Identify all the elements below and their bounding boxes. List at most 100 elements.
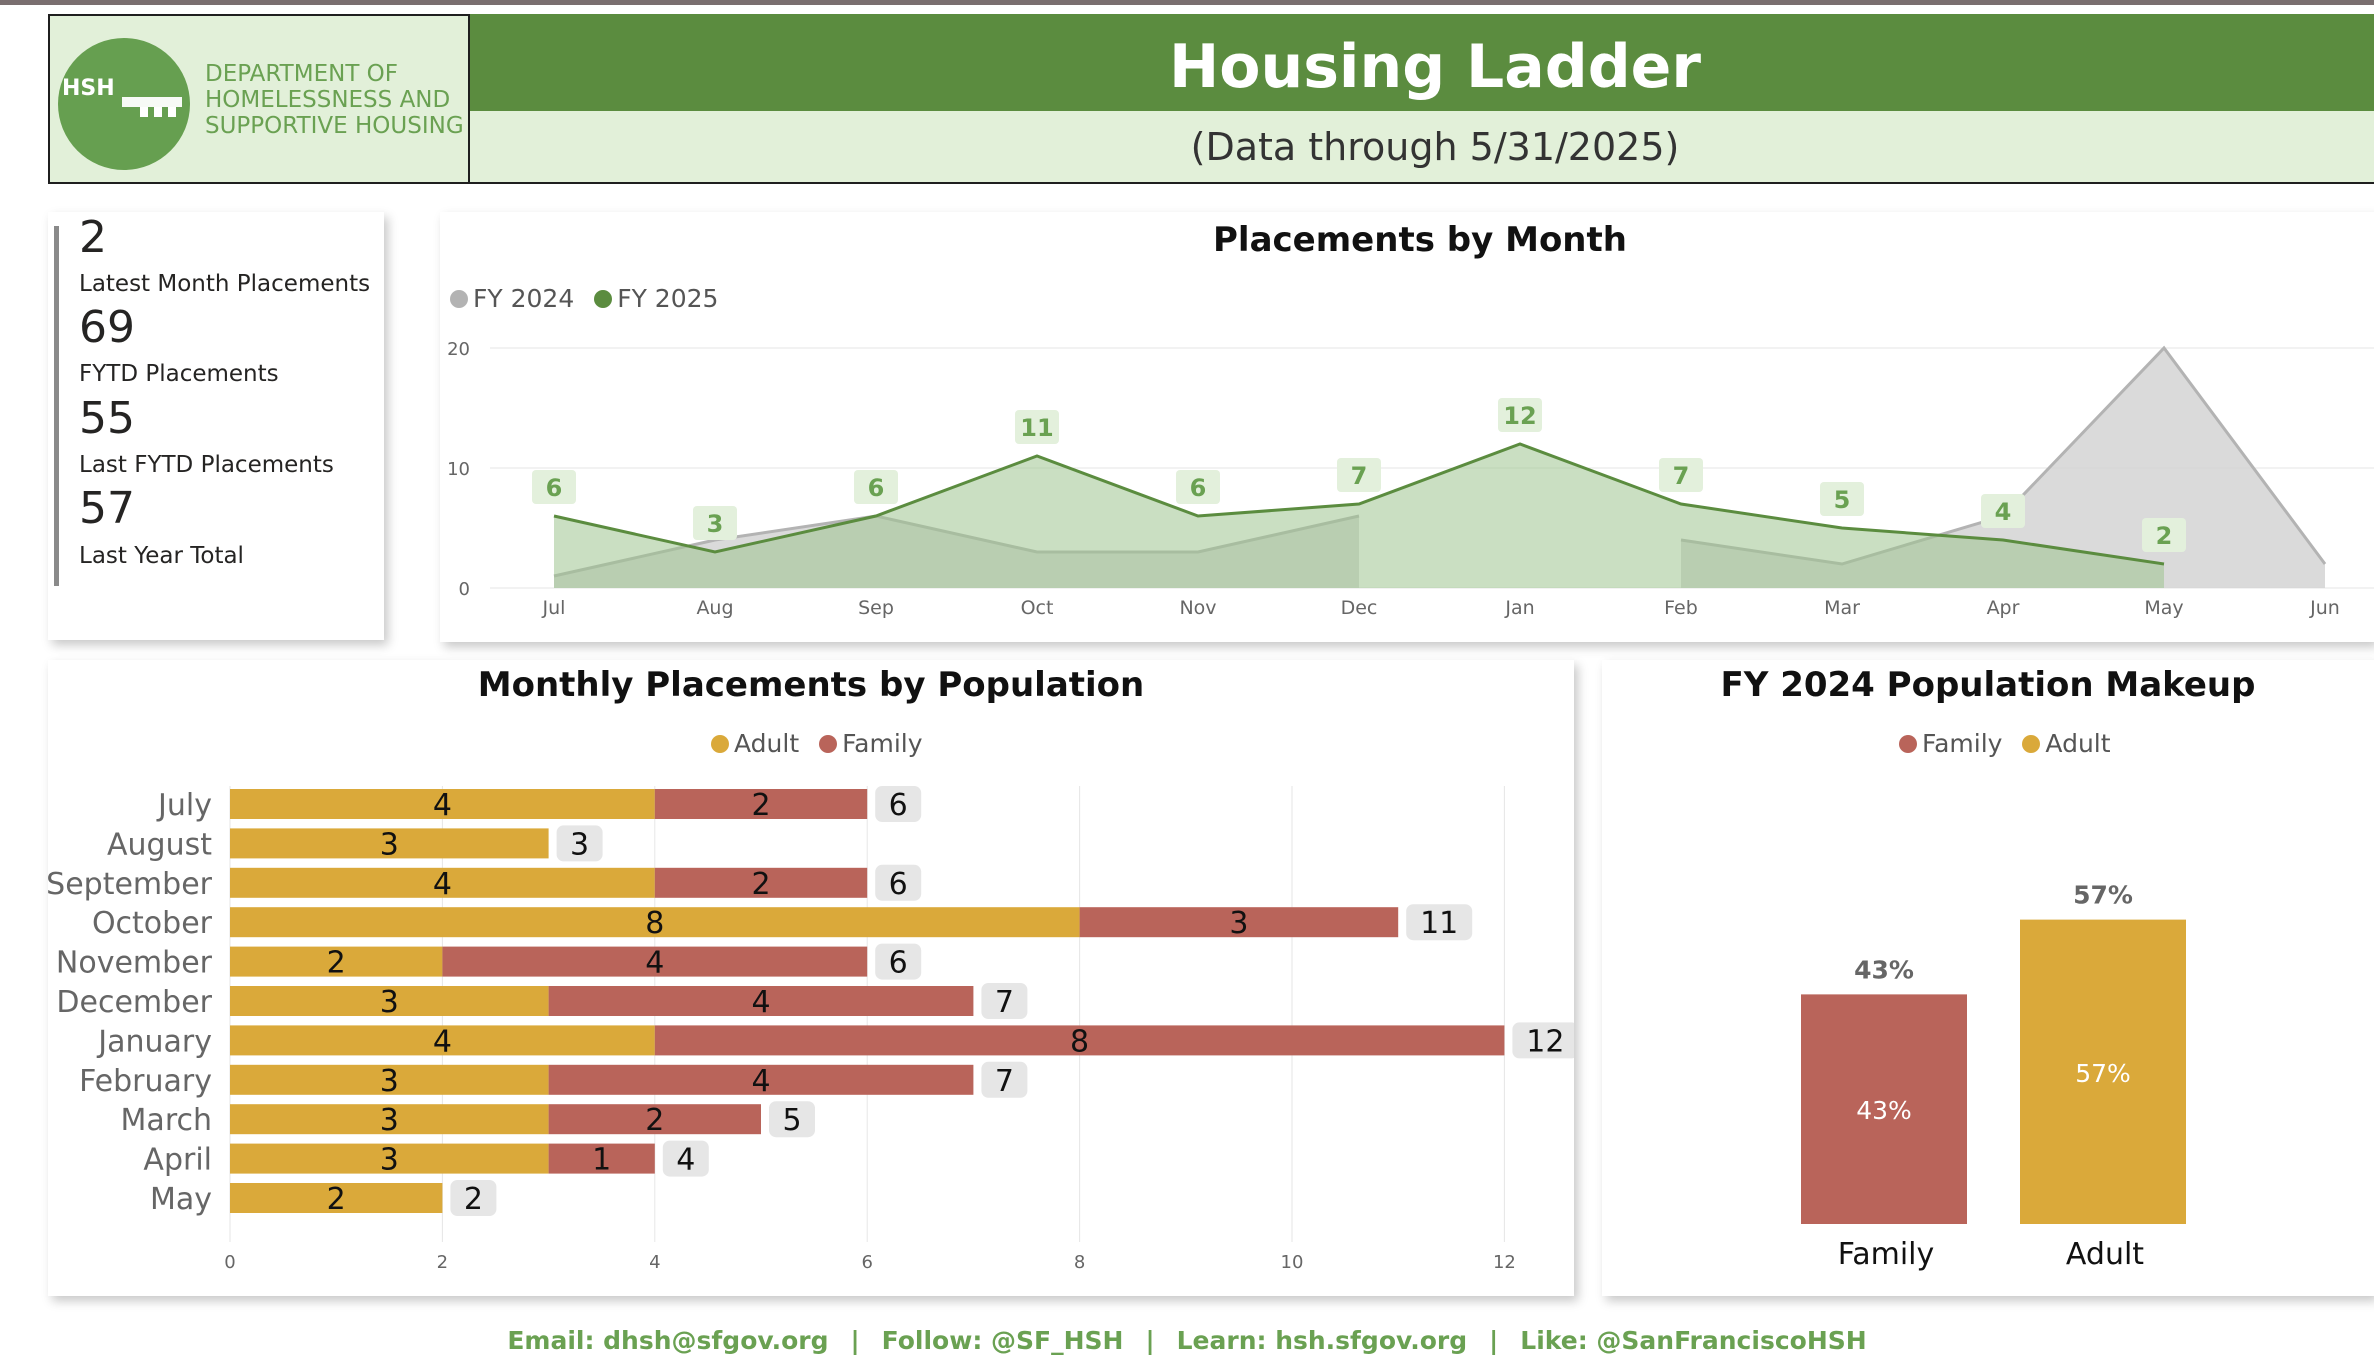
total-label: 6	[889, 788, 908, 823]
data-label-box	[1981, 494, 2025, 528]
bar-label-family: 2	[751, 867, 770, 902]
footer-separator: |	[1489, 1326, 1499, 1355]
kpi-latest-month-label: Latest Month Placements	[79, 271, 371, 297]
population-makeup-card[interactable]: FY 2024 Population Makeup Family Adult 4…	[1602, 660, 2374, 1296]
bar-chart-legend[interactable]: Adult Family	[711, 729, 935, 758]
total-label: 7	[995, 1064, 1014, 1099]
kpi-last-fytd-value: 55	[79, 393, 135, 444]
x-tick-label: 12	[1493, 1252, 1516, 1273]
total-label-box	[875, 786, 922, 822]
bar-label-adult: 3	[380, 1103, 399, 1138]
bar-adult	[230, 986, 549, 1016]
data-label-box	[1176, 470, 1220, 504]
data-label: 5	[1834, 486, 1851, 514]
bar-family	[1079, 907, 1399, 938]
footer: Email: dhsh@sfgov.org | Follow: @SF_HSH | Le…	[0, 1326, 2374, 1355]
category-label: January	[96, 1024, 212, 1059]
kpi-accent-bar	[54, 226, 59, 586]
x-tick-label: Aug	[696, 597, 733, 619]
line-chart-plot: 0 10 20 Jul Aug Sep Oct Nov Dec Jan Feb Mar Apr May Ju…	[447, 339, 2374, 619]
legend-item-family[interactable]: Family	[819, 729, 923, 758]
data-label-box	[1498, 398, 1542, 432]
data-label: 7	[1673, 462, 1690, 490]
x-tick-label: Dec	[1341, 597, 1378, 619]
kpi-fytd-value: 69	[79, 302, 135, 353]
x-tick-label: 2	[437, 1252, 448, 1273]
data-label-box	[2142, 518, 2186, 552]
legend-item-fy2024[interactable]: FY 2024	[450, 284, 574, 313]
adult-dot-icon	[711, 735, 729, 753]
data-label: 2	[2156, 522, 2173, 550]
x-tick-label: Oct	[1021, 597, 1054, 619]
footer-learn[interactable]: Learn: hsh.sfgov.org	[1176, 1326, 1468, 1355]
legend-item-pop-adult[interactable]: Adult	[2022, 729, 2111, 758]
bar-label-adult: 2	[327, 1182, 346, 1217]
total-label: 6	[889, 946, 908, 981]
population-by-month-card[interactable]: Monthly Placements by Population Adult F…	[48, 660, 1574, 1296]
footer-follow[interactable]: Follow: @SF_HSH	[881, 1326, 1124, 1355]
bar-label-adult: 3	[380, 1064, 399, 1099]
pop-chart-legend[interactable]: Family Adult	[1899, 729, 2123, 758]
y-tick-label: 0	[459, 579, 470, 600]
bar-label-adult: 2	[327, 946, 346, 981]
category-label: July	[156, 788, 212, 823]
bar-family	[548, 1104, 761, 1135]
bar-inner-label: 43%	[1856, 1096, 1912, 1125]
bar-value-label: 57%	[2073, 881, 2133, 910]
legend-label-fy2024: FY 2024	[473, 284, 575, 313]
x-tick-label: 6	[861, 1252, 872, 1273]
line-fy2025	[553, 442, 2165, 566]
x-tick-label: May	[2144, 597, 2183, 619]
bar-family	[548, 986, 974, 1016]
total-label-box	[1406, 904, 1473, 941]
bar-label-adult: 3	[380, 827, 399, 862]
total-label: 2	[464, 1182, 483, 1217]
bar-adult	[230, 907, 1080, 938]
data-label-box	[854, 470, 898, 504]
legend-item-adult[interactable]: Adult	[711, 729, 799, 758]
data-label-box	[1820, 482, 1864, 516]
legend-label-family: Family	[842, 729, 923, 758]
bar-adult	[230, 1025, 655, 1056]
legend-label-pop-adult: Adult	[2045, 729, 2111, 758]
footer-email[interactable]: Email: dhsh@sfgov.org	[507, 1326, 829, 1355]
x-tick-label: Nov	[1179, 597, 1216, 619]
total-label-box	[1512, 1022, 1574, 1059]
bar-label-family: 4	[751, 1064, 770, 1099]
data-label-box	[1015, 410, 1059, 444]
top-border	[0, 0, 2374, 5]
pop-chart-title: FY 2024 Population Makeup	[1720, 665, 2256, 705]
line-chart-legend[interactable]: FY 2024 FY 2025	[450, 284, 730, 313]
bar-chart-title: Monthly Placements by Population	[477, 665, 1145, 705]
kpi-last-year-value: 57	[79, 483, 135, 534]
legend-label-fy2025: FY 2025	[617, 284, 719, 313]
footer-like[interactable]: Like: @SanFranciscoHSH	[1520, 1326, 1867, 1355]
bar-label-adult: 8	[645, 906, 664, 941]
data-label-box	[1337, 458, 1381, 492]
footer-separator: |	[1145, 1326, 1155, 1355]
x-tick-label: Jul	[542, 597, 566, 619]
total-label-box	[981, 1061, 1028, 1098]
bar-label-family: 4	[645, 946, 664, 981]
total-label: 12	[1526, 1024, 1564, 1059]
bar-label-family: 2	[645, 1103, 664, 1138]
data-label: 4	[1995, 498, 2012, 526]
total-label-box	[450, 1180, 497, 1216]
bar-adult	[230, 1104, 549, 1135]
bar-label-family: 3	[1229, 906, 1248, 941]
x-tick-label: Jan	[1504, 597, 1534, 619]
total-label-box	[875, 943, 922, 980]
bar-label-family: 4	[751, 985, 770, 1020]
legend-item-fy2025[interactable]: FY 2025	[594, 284, 718, 313]
line-chart-title: Placements by Month	[1213, 220, 1627, 260]
bar-adult	[230, 828, 549, 859]
bar-family	[1801, 994, 1967, 1224]
legend-item-pop-family[interactable]: Family	[1899, 729, 2002, 758]
bar-family	[548, 1143, 655, 1174]
placements-by-month-card[interactable]: Placements by Month FY 2024 FY 2025 0 10 2…	[440, 212, 2374, 642]
bar-label-adult: 4	[433, 867, 452, 902]
total-label-box	[875, 864, 922, 901]
page-subtitle: (Data through 5/31/2025)	[1190, 125, 1680, 169]
family-dot-icon	[819, 735, 838, 753]
